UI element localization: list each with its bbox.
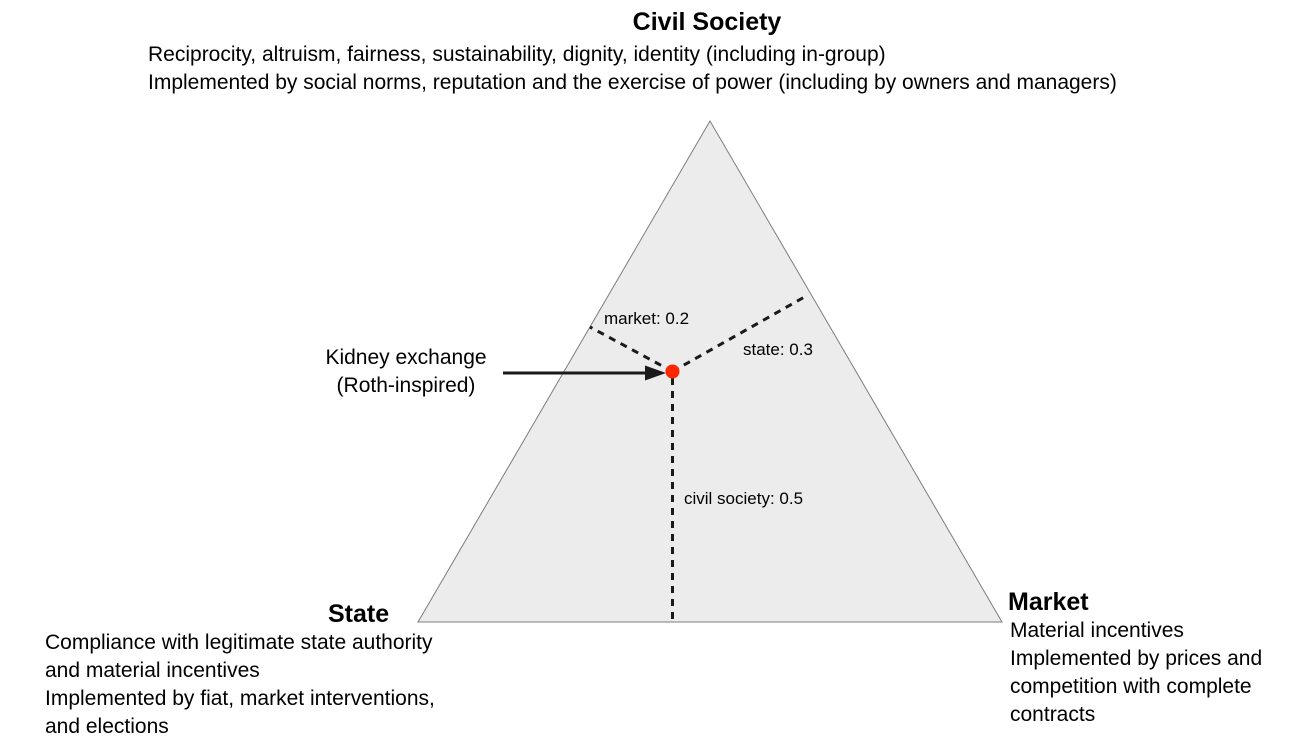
market-component-dashed-line — [589, 325, 674, 373]
kidney-exchange-annotation: Kidney exchange (Roth-inspired) — [325, 344, 486, 400]
civil-society-description-line: Implemented by social norms, reputation … — [148, 71, 1117, 94]
market-description-line: Implemented by prices and — [1010, 647, 1263, 670]
civil-society-description-line: Reciprocity, altruism, fairness, sustain… — [148, 43, 886, 66]
market-description-line: Material incentives — [1010, 619, 1184, 642]
market-heading: Market — [1008, 588, 1089, 616]
state-component-label: state: 0.3 — [743, 340, 813, 359]
annotation-line: Kidney exchange — [325, 346, 487, 369]
civil-society-component-label: civil society: 0.5 — [684, 489, 804, 508]
state-description-line: and elections — [45, 715, 169, 738]
market-description-line: contracts — [1010, 703, 1096, 726]
data-point-dot — [665, 364, 680, 379]
state-description: Compliance with legitimate state authori… — [45, 629, 435, 741]
state-heading: State — [328, 600, 390, 628]
state-description-line: Implemented by fiat, market intervention… — [45, 687, 435, 710]
state-description-line: and material incentives — [45, 659, 260, 682]
annotation-line: (Roth-inspired) — [336, 374, 476, 397]
annotation-arrow-head-icon — [645, 365, 666, 381]
state-description-line: Compliance with legitimate state authori… — [45, 631, 433, 654]
market-description-line: competition with complete — [1010, 675, 1252, 698]
civil-society-heading: Civil Society — [632, 8, 782, 36]
civil-society-description: Reciprocity, altruism, fairness, sustain… — [148, 41, 1117, 97]
market-component-label: market: 0.2 — [604, 309, 690, 328]
market-description: Material incentives Implemented by price… — [1010, 617, 1262, 729]
